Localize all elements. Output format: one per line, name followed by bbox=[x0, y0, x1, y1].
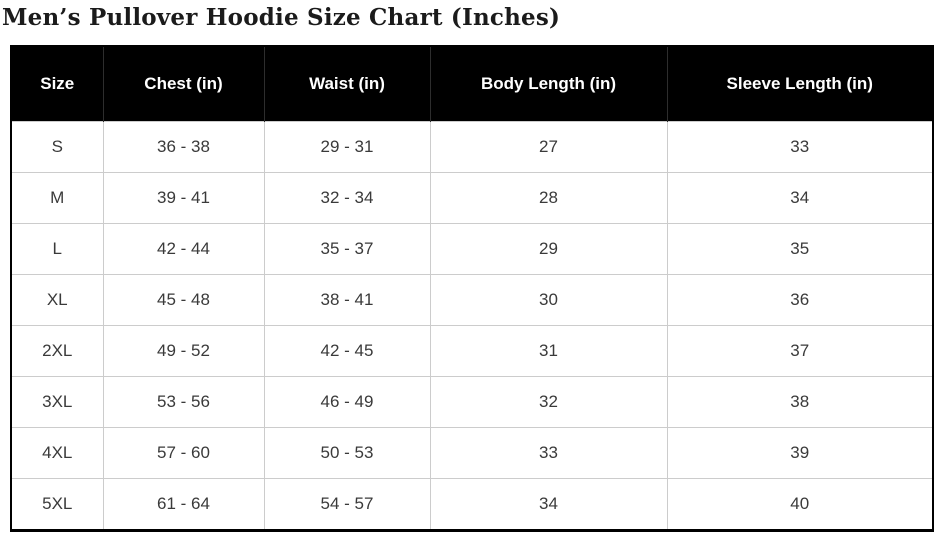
size-cell: 2XL bbox=[10, 325, 104, 377]
size-cell: L bbox=[10, 223, 104, 275]
chest-cell: 36 - 38 bbox=[102, 121, 265, 173]
column-header-size: Size bbox=[11, 46, 104, 122]
body-length-cell: 34 bbox=[429, 478, 668, 531]
sleeve-length-cell: 33 bbox=[666, 121, 934, 173]
size-chart-page: Men’s Pullover Hoodie Size Chart (Inches… bbox=[2, 4, 934, 532]
table-row: 3XL 53 - 56 46 - 49 32 38 bbox=[10, 376, 934, 428]
body-length-cell: 28 bbox=[429, 172, 668, 224]
sleeve-length-cell: 39 bbox=[666, 427, 934, 479]
sleeve-length-cell: 38 bbox=[666, 376, 934, 428]
size-cell: 5XL bbox=[10, 478, 104, 531]
column-header-chest: Chest (in) bbox=[103, 46, 265, 122]
header-row: Size Chest (in) Waist (in) Body Length (… bbox=[11, 46, 933, 122]
chest-cell: 61 - 64 bbox=[102, 478, 265, 531]
sleeve-length-cell: 37 bbox=[666, 325, 934, 377]
size-cell: XL bbox=[10, 274, 104, 326]
chest-cell: 42 - 44 bbox=[102, 223, 265, 275]
chest-cell: 39 - 41 bbox=[102, 172, 265, 224]
page-title: Men’s Pullover Hoodie Size Chart (Inches… bbox=[2, 4, 561, 31]
waist-cell: 32 - 34 bbox=[263, 172, 431, 224]
table-row: 4XL 57 - 60 50 - 53 33 39 bbox=[10, 427, 934, 479]
size-cell: M bbox=[10, 172, 104, 224]
body-length-cell: 32 bbox=[429, 376, 668, 428]
sleeve-length-cell: 35 bbox=[666, 223, 934, 275]
body-length-cell: 33 bbox=[429, 427, 668, 479]
sleeve-length-cell: 40 bbox=[666, 478, 934, 531]
size-cell: 3XL bbox=[10, 376, 104, 428]
body-length-cell: 30 bbox=[429, 274, 668, 326]
size-chart-table: Size Chest (in) Waist (in) Body Length (… bbox=[10, 45, 934, 532]
column-header-sleeve-length: Sleeve Length (in) bbox=[667, 46, 933, 122]
body-length-cell: 31 bbox=[429, 325, 668, 377]
table-row: XL 45 - 48 38 - 41 30 36 bbox=[10, 274, 934, 326]
size-cell: 4XL bbox=[10, 427, 104, 479]
column-header-body-length: Body Length (in) bbox=[430, 46, 668, 122]
waist-cell: 54 - 57 bbox=[263, 478, 431, 531]
waist-cell: 35 - 37 bbox=[263, 223, 431, 275]
table-body: S 36 - 38 29 - 31 27 33 M 39 - 41 32 - 3… bbox=[10, 121, 934, 531]
sleeve-length-cell: 34 bbox=[666, 172, 934, 224]
waist-cell: 46 - 49 bbox=[263, 376, 431, 428]
size-cell: S bbox=[10, 121, 104, 173]
chest-cell: 53 - 56 bbox=[102, 376, 265, 428]
waist-cell: 50 - 53 bbox=[263, 427, 431, 479]
table-row: M 39 - 41 32 - 34 28 34 bbox=[10, 172, 934, 224]
body-length-cell: 29 bbox=[429, 223, 668, 275]
waist-cell: 38 - 41 bbox=[263, 274, 431, 326]
chest-cell: 45 - 48 bbox=[102, 274, 265, 326]
body-length-cell: 27 bbox=[429, 121, 668, 173]
table-row: L 42 - 44 35 - 37 29 35 bbox=[10, 223, 934, 275]
table-row: 2XL 49 - 52 42 - 45 31 37 bbox=[10, 325, 934, 377]
column-header-waist: Waist (in) bbox=[264, 46, 431, 122]
table-row: S 36 - 38 29 - 31 27 33 bbox=[10, 121, 934, 173]
chest-cell: 57 - 60 bbox=[102, 427, 265, 479]
table-header: Size Chest (in) Waist (in) Body Length (… bbox=[11, 46, 933, 122]
waist-cell: 29 - 31 bbox=[263, 121, 431, 173]
sleeve-length-cell: 36 bbox=[666, 274, 934, 326]
table-row: 5XL 61 - 64 54 - 57 34 40 bbox=[10, 478, 934, 531]
chest-cell: 49 - 52 bbox=[102, 325, 265, 377]
waist-cell: 42 - 45 bbox=[263, 325, 431, 377]
